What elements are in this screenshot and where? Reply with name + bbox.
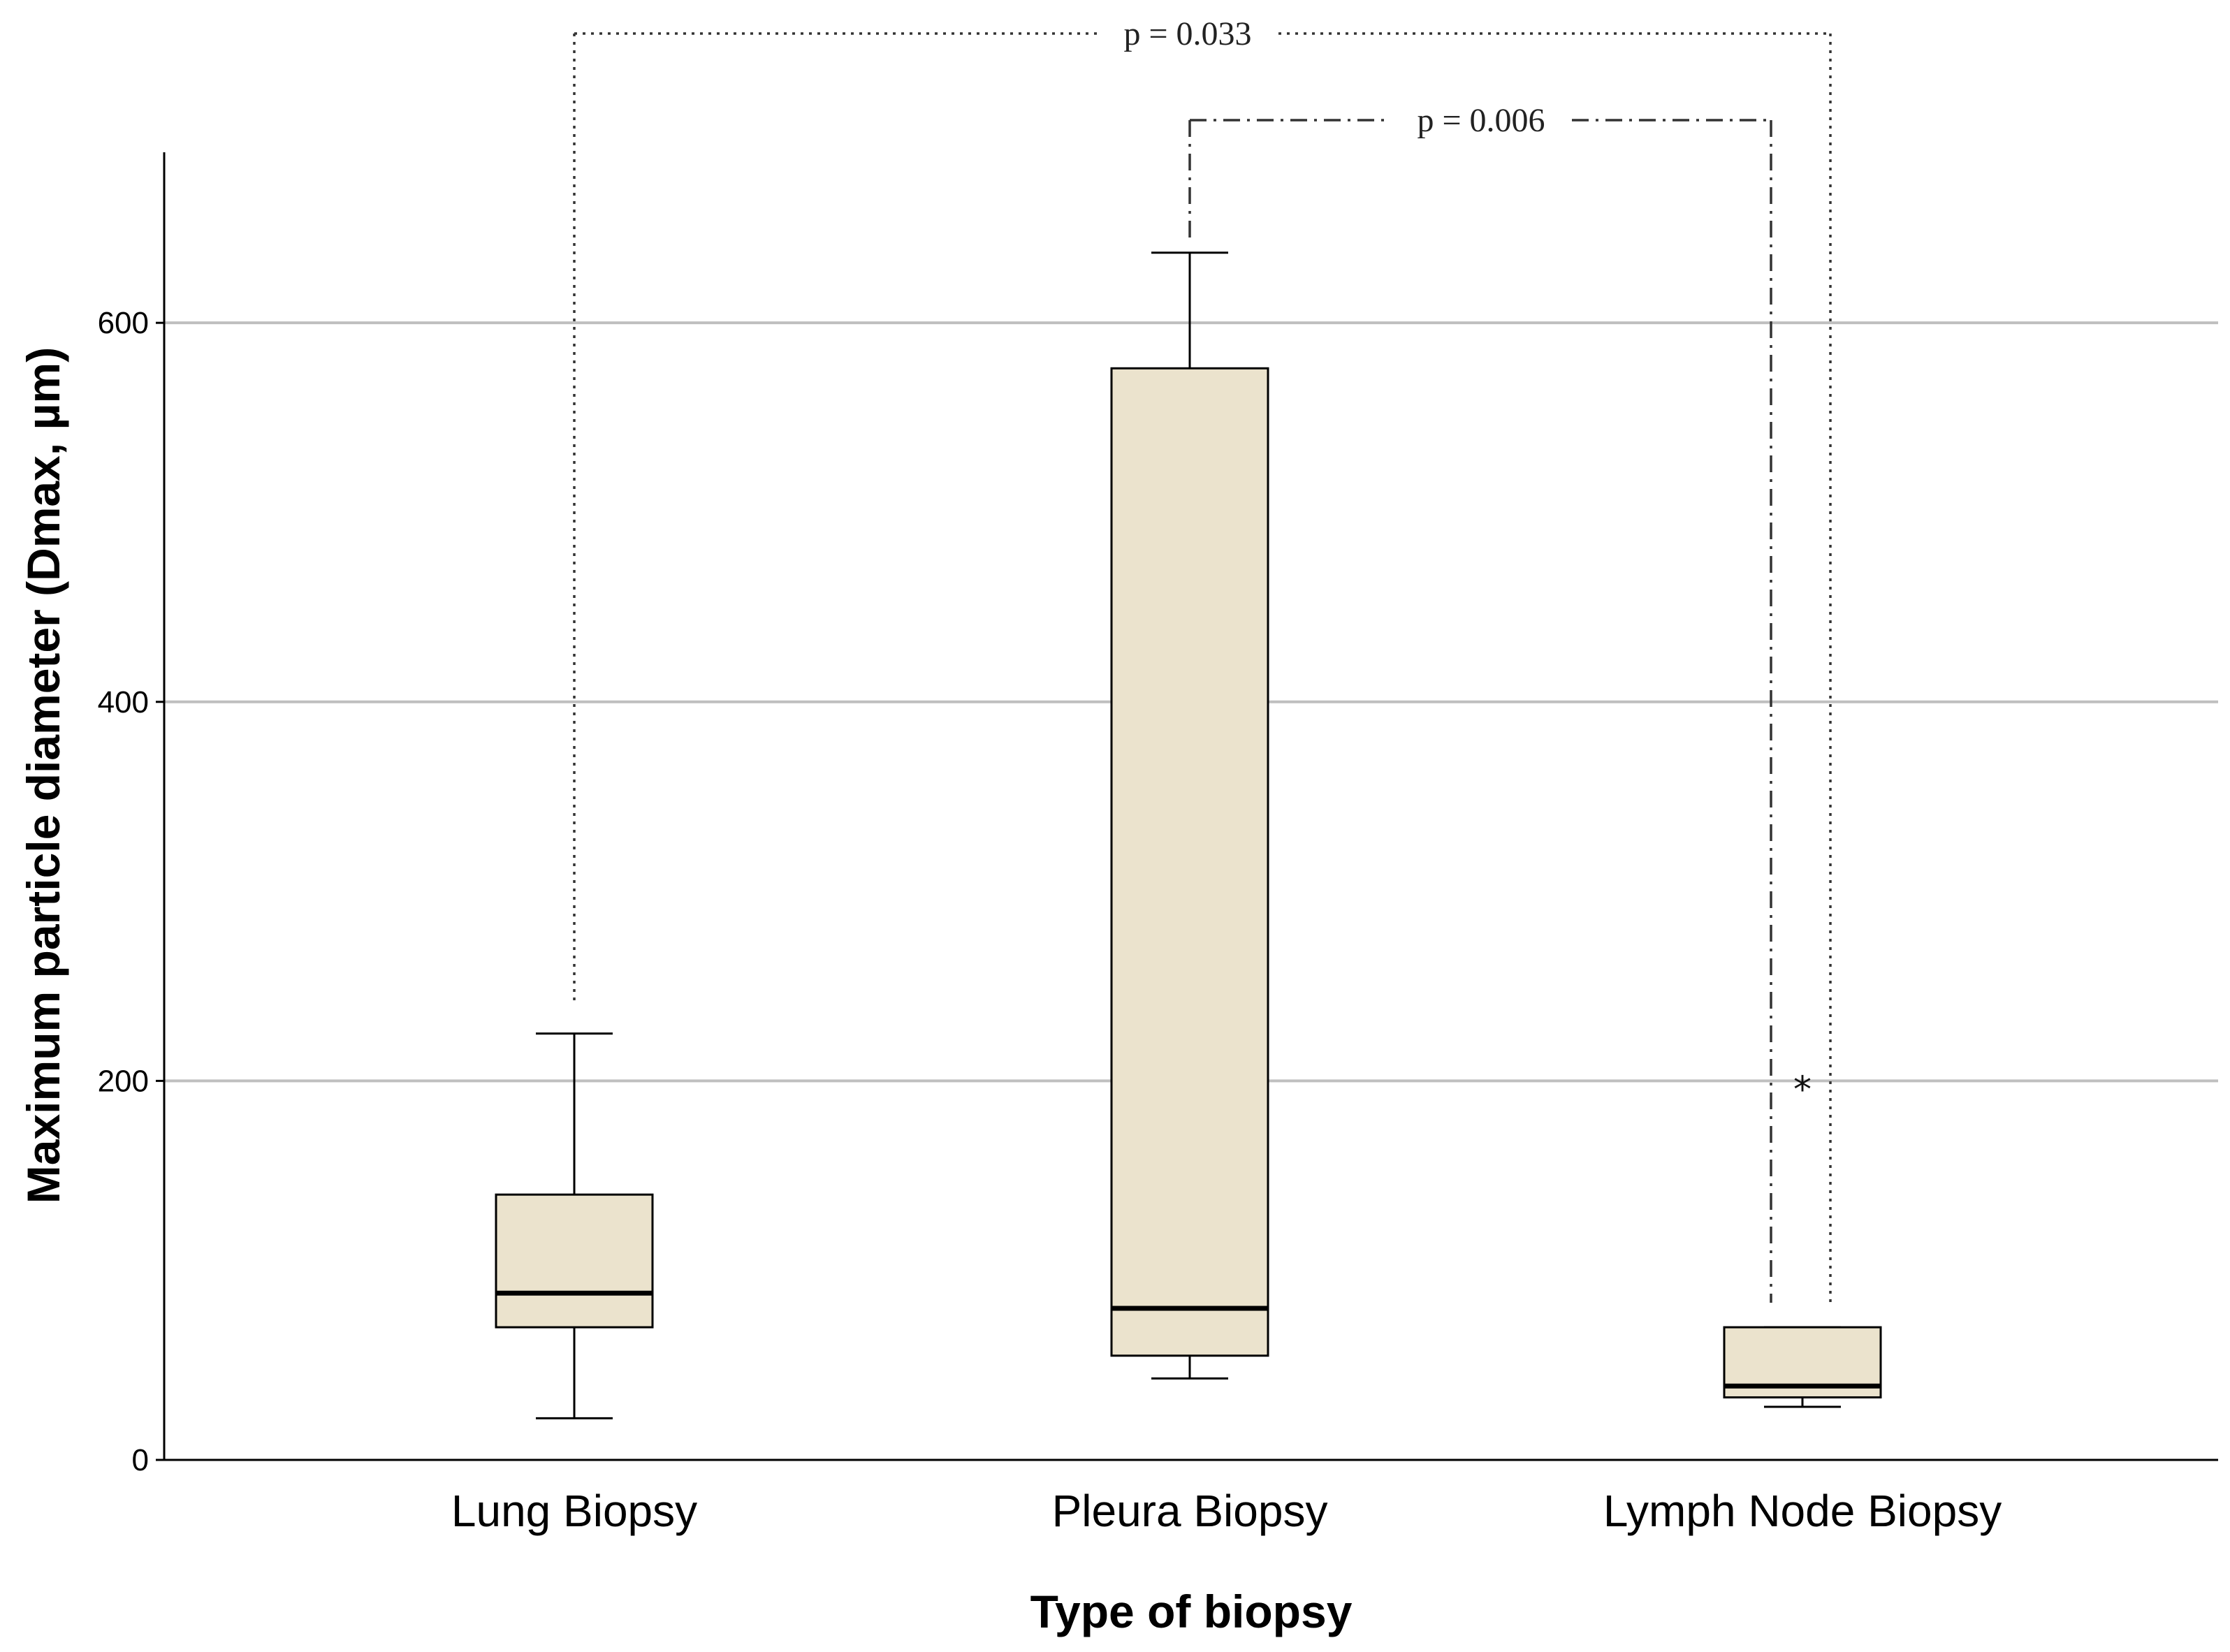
- x-tick-label: Lung Biopsy: [451, 1486, 697, 1536]
- comparison-bracket: p = 0.033: [573, 15, 1832, 1306]
- box-lymph-node-biopsy: *: [1723, 1069, 1882, 1408]
- y-tick-label: 200: [98, 1064, 149, 1098]
- significance-brackets: p = 0.033 p = 0.006: [573, 15, 1832, 1306]
- iqr-box: [495, 1193, 654, 1329]
- axes: [163, 152, 2218, 1461]
- p-value-label: p = 0.006: [1417, 102, 1545, 139]
- comparison-bracket: p = 0.006: [1188, 102, 1772, 1303]
- outlier-point: *: [1793, 1069, 1812, 1111]
- y-axis-title: Maximum particle diameter (Dmax, µm): [17, 347, 69, 1204]
- box-pleura-biopsy: [1110, 251, 1269, 1380]
- x-tick-label: Lymph Node Biopsy: [1603, 1486, 2002, 1536]
- x-tick-labels: Lung Biopsy Pleura Biopsy Lymph Node Biops…: [451, 1486, 2002, 1536]
- box-series: *: [495, 251, 1882, 1419]
- y-tick-label: 0: [132, 1443, 149, 1477]
- box-lung-biopsy: [495, 1032, 654, 1419]
- p-value-label: p = 0.033: [1123, 15, 1251, 52]
- x-tick-label: Pleura Biopsy: [1052, 1486, 1328, 1536]
- x-axis-title: Type of biopsy: [1030, 1586, 1353, 1637]
- y-tick-label: 600: [98, 306, 149, 340]
- iqr-box: [1110, 367, 1269, 1357]
- y-tick-label: 400: [98, 685, 149, 719]
- y-tick-labels: 0 200 400 600: [98, 306, 164, 1477]
